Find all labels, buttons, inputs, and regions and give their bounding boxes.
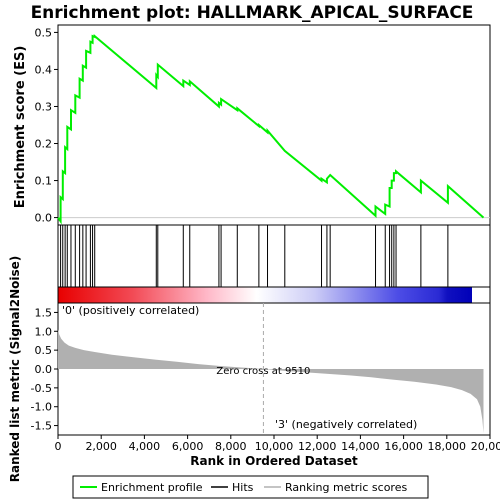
- legend-metric-label: Ranking metric scores: [285, 481, 407, 494]
- x-tick-label: 14,000: [341, 440, 380, 453]
- es-y-tick-label: 0.1: [35, 175, 53, 188]
- metric-y-axis-label: Ranked list metric (Signal2Noise): [8, 256, 22, 483]
- hits-panel: [57, 224, 491, 288]
- metric-y-tick-label: -1.5: [31, 420, 52, 433]
- x-axis: 0 2,000 4,000 6,000 8,000 10,000 12,000 14,000 1…: [55, 435, 500, 453]
- legend-hits-label: Hits: [232, 481, 254, 494]
- rank-color-gradient: [58, 287, 472, 303]
- es-y-tick-label: 0.3: [35, 100, 53, 113]
- metric-y-axis: 1.5 1.0 0.5 0.0 -0.5 -1.0 -1.5: [31, 306, 58, 433]
- metric-y-tick-label: 1.5: [35, 306, 53, 319]
- x-tick-label: 8,000: [215, 440, 247, 453]
- metric-y-tick-label: -1.0: [31, 401, 52, 414]
- negative-correlation-label: '3' (negatively correlated): [275, 418, 417, 431]
- es-curve: [57, 33, 485, 225]
- x-tick-label: 20,000: [471, 440, 500, 453]
- metric-y-tick-label: 0.0: [35, 363, 53, 376]
- x-tick-label: 16,000: [384, 440, 423, 453]
- x-tick-label: 2,000: [85, 440, 117, 453]
- positive-correlation-label: '0' (positively correlated): [62, 304, 199, 317]
- zero-cross-label: Zero cross at 9510: [216, 366, 310, 377]
- es-y-tick-label: 0.0: [35, 212, 53, 225]
- metric-y-tick-label: 1.0: [35, 325, 53, 338]
- es-panel-frame: [57, 24, 491, 226]
- legend-box: [72, 475, 429, 499]
- legend-enrichment-label: Enrichment profile: [101, 481, 203, 494]
- x-tick-label: 10,000: [255, 440, 294, 453]
- x-tick-label: 18,000: [428, 440, 467, 453]
- es-y-tick-label: 0.2: [35, 138, 53, 151]
- x-tick-label: 6,000: [172, 440, 204, 453]
- x-tick-label: 4,000: [129, 440, 161, 453]
- rank-color-bar: [57, 286, 491, 304]
- es-y-tick-label: 0.5: [35, 26, 53, 39]
- metric-y-tick-label: -0.5: [31, 382, 52, 395]
- x-tick-label: 0: [55, 440, 62, 453]
- legend: Enrichment profile Hits Ranking metric s…: [72, 475, 429, 499]
- es-y-axis: 0.0 0.1 0.2 0.3 0.4 0.5: [35, 26, 58, 225]
- metric-y-tick-label: 0.5: [35, 344, 53, 357]
- x-tick-label: 12,000: [298, 440, 337, 453]
- es-y-axis-label: Enrichment score (ES): [13, 46, 28, 209]
- es-y-tick-label: 0.4: [35, 63, 53, 76]
- hit-markers: [60, 225, 449, 287]
- metric-panel: Zero cross at 9510 '0' (positively corre…: [8, 256, 491, 483]
- chart-title: Enrichment plot: HALLMARK_APICAL_SURFACE: [31, 3, 474, 23]
- x-axis-label: Rank in Ordered Dataset: [190, 454, 358, 468]
- hits-panel-frame: [57, 224, 491, 288]
- es-panel: 0.0 0.1 0.2 0.3 0.4 0.5 Enrichment score (ES): [13, 24, 491, 226]
